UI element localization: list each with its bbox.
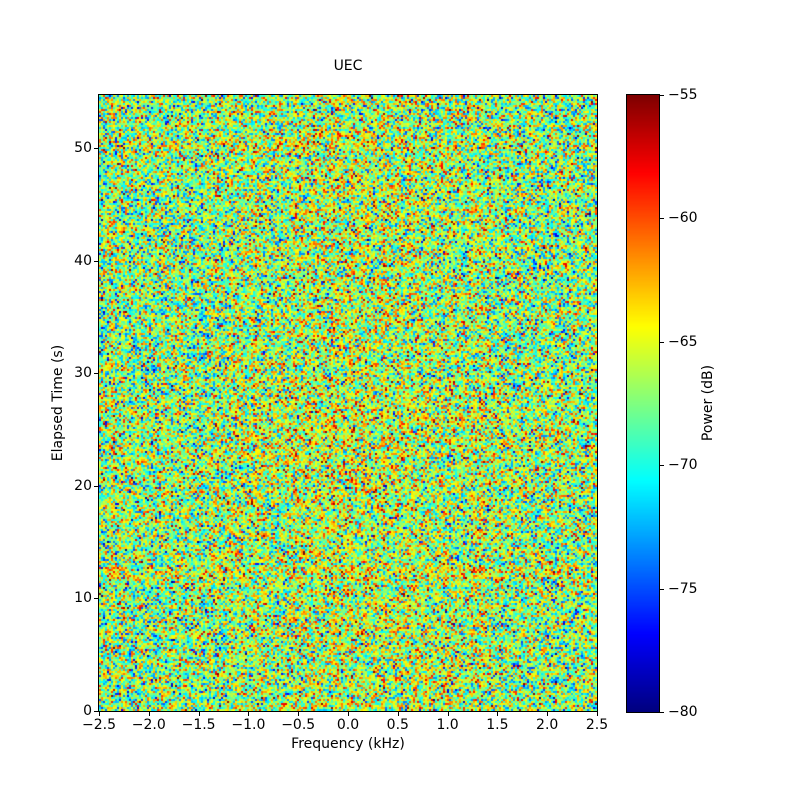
y-tick-mark [94,373,98,375]
colorbar-tick-mark [660,95,664,96]
plot-title: UEC [333,58,363,74]
x-tick-label: 2.0 [536,717,559,733]
colorbar-tick-mark [660,218,664,220]
x-tick-label: −1.5 [181,717,216,733]
y-axis-label: Elapsed Time (s) [50,344,66,462]
x-tick-label: 2.5 [585,717,609,733]
y-tick-mark [94,711,98,712]
colorbar-tick-mark [660,712,664,713]
x-tick-mark [198,712,200,716]
colorbar-canvas [627,95,659,712]
x-tick-mark [99,712,100,716]
y-tick-mark [94,598,98,600]
colorbar-tick-mark [660,588,664,590]
colorbar-tick-label: −70 [668,457,698,474]
y-tick-label: 40 [74,252,92,269]
x-tick-mark [348,712,349,716]
x-tick-label: 1.0 [436,717,459,733]
x-tick-mark [497,712,499,716]
colorbar [626,94,660,713]
colorbar-tick-label: −65 [668,333,698,350]
colorbar-tick-mark [660,465,664,467]
x-tick-label: 0.0 [336,717,360,733]
x-tick-label: −0.5 [281,717,316,733]
x-tick-label: −2.0 [131,717,166,733]
x-tick-mark [447,712,449,716]
x-tick-label: 0.5 [386,717,409,733]
x-axis-label: Frequency (kHz) [291,736,405,752]
spectrogram-canvas [99,95,597,711]
x-tick-mark [547,712,549,716]
colorbar-tick-label: −60 [668,210,698,227]
colorbar-label: Power (dB) [700,364,716,442]
y-tick-label: 10 [74,590,92,607]
colorbar-tick-mark [660,341,664,343]
y-tick-mark [94,147,98,149]
x-tick-mark [597,712,598,716]
y-tick-label: 30 [74,365,92,382]
x-tick-label: −1.0 [231,717,266,733]
spectrogram-plot-area [98,94,598,712]
colorbar-tick-label: −75 [668,580,698,597]
x-tick-mark [248,712,250,716]
x-tick-mark [148,712,150,716]
y-tick-label: 50 [74,139,92,156]
y-tick-label: 0 [83,703,92,719]
colorbar-tick-label: −80 [668,704,698,720]
x-tick-label: −2.5 [82,717,116,733]
y-tick-label: 20 [74,477,92,494]
colorbar-tick-label: −55 [668,87,698,103]
x-tick-mark [298,712,300,716]
x-tick-label: 1.5 [486,717,509,733]
y-tick-mark [94,260,98,262]
x-tick-mark [397,712,399,716]
y-tick-mark [94,485,98,487]
